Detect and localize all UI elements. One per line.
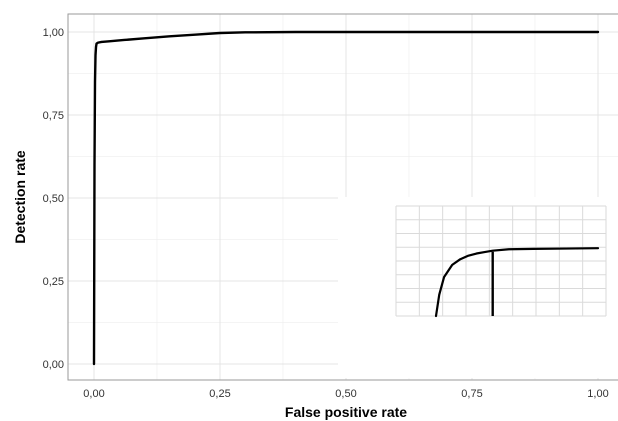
x-axis-ticks: 0,00 0,25 0,50 0,75 1,00 <box>83 388 608 400</box>
plot-panel-border <box>67 13 618 381</box>
x-tick-label: 0,25 <box>209 388 230 400</box>
x-tick-label: 0,50 <box>335 388 356 400</box>
x-tick-label: 0,00 <box>83 388 104 400</box>
y-tick-label: 0,00 <box>43 359 64 371</box>
y-tick-label: 0,25 <box>43 276 64 288</box>
roc-curve-series-0 <box>92 30 600 366</box>
inset-background <box>338 197 618 378</box>
y-tick-label: 1,00 <box>43 27 64 39</box>
x-tick-label: 1,00 <box>587 388 608 400</box>
inset-zoom-panel <box>338 197 618 378</box>
x-tick-label: 0,75 <box>461 388 482 400</box>
y-axis-ticks: 0,00 0,25 0,50 0,75 1,00 <box>43 27 64 371</box>
y-axis-title: Detection rate <box>12 150 28 244</box>
inset-roc-curve <box>434 247 600 318</box>
y-tick-label: 0,75 <box>43 110 64 122</box>
y-tick-label: 0,50 <box>43 193 64 205</box>
x-axis-title: False positive rate <box>285 404 407 420</box>
roc-curve-layer <box>92 30 600 366</box>
